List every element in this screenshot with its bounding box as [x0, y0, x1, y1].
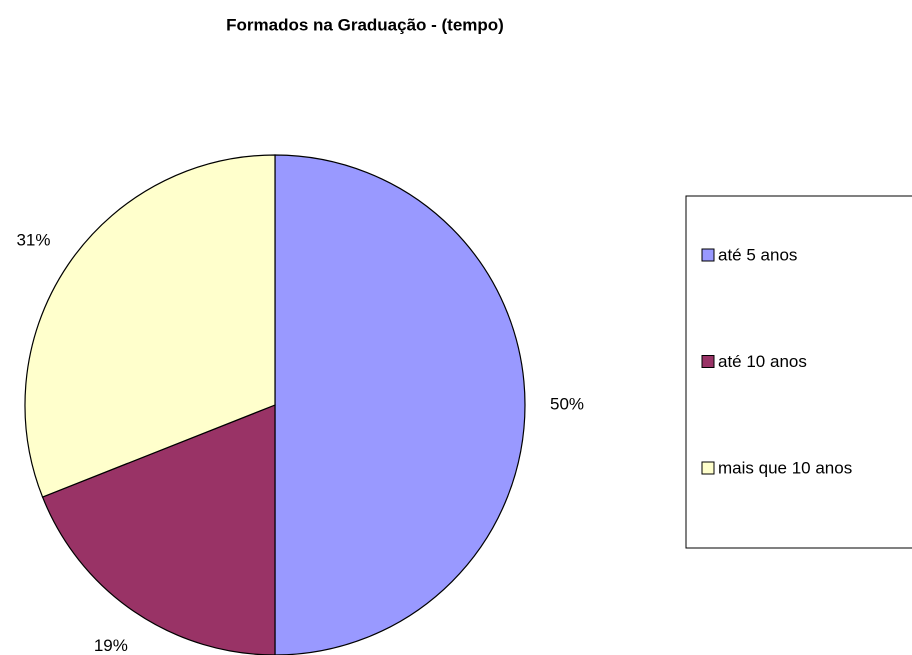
data-label: 31% — [16, 230, 50, 249]
data-label: 19% — [94, 636, 128, 655]
legend-label: mais que 10 anos — [718, 458, 852, 477]
legend-label: até 5 anos — [718, 245, 797, 264]
pie-slice — [24, 154, 276, 498]
legend-box — [685, 195, 912, 549]
data-label: 50% — [550, 394, 584, 413]
legend-swatch — [701, 355, 715, 368]
legend-swatch — [701, 248, 715, 262]
legend-swatch — [701, 461, 715, 475]
legend-label: até 10 anos — [718, 352, 807, 371]
pie-slice — [41, 404, 276, 655]
pie-slice — [274, 154, 526, 655]
chart-title: Formados na Graduação - (tempo) — [226, 15, 504, 34]
